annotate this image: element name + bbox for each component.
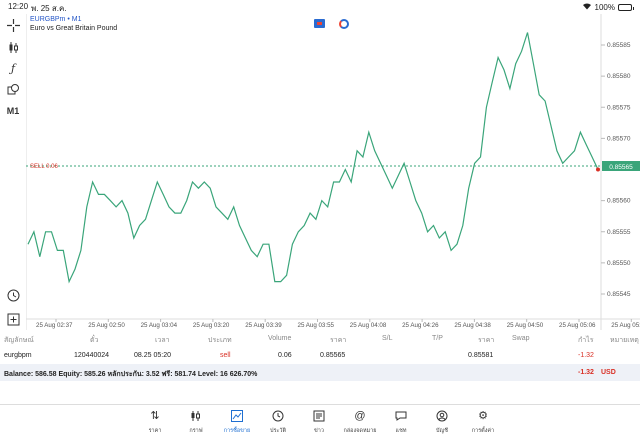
function-icon[interactable]: ƒ — [10, 61, 16, 75]
news-icon — [313, 410, 326, 423]
cell-volume: 0.06 — [278, 352, 292, 359]
time-tick-label: 25 Aug 04:26 — [402, 322, 439, 329]
account-icon — [436, 410, 449, 423]
price-tick-label: 0.85570 — [607, 135, 631, 142]
clock-icon[interactable] — [4, 286, 22, 304]
chart-svg[interactable]: 25 Aug 02:37 25 Aug 02:50 25 Aug 03:04 25 A… — [26, 14, 640, 330]
time-tick-label: 25 Aug 05:06 — [559, 322, 596, 329]
tab-news[interactable]: ข่าว — [299, 408, 339, 435]
chart-symbol[interactable]: EURGBPm • M1 — [30, 16, 82, 23]
settings-icon: ⚙ — [478, 410, 488, 422]
battery-icon — [618, 3, 634, 11]
price-tick-label: 0.85545 — [607, 291, 631, 298]
col-ticket: ตั๋ว — [90, 337, 99, 344]
col-volume: Volume — [268, 335, 292, 342]
price-tick-label: 0.85580 — [607, 73, 631, 80]
col-time: เวลา — [155, 337, 170, 344]
currency-label: USD — [601, 369, 616, 376]
balance-text: Balance: 586.58 Equity: 585.26 หลักประกั… — [4, 371, 258, 378]
time-tick-label: 25 Aug 03:39 — [245, 322, 282, 329]
price-axis: 0.85585 0.85580 0.85575 0.85570 0.85560 0.855… — [601, 42, 631, 298]
time-tick-label: 25 Aug 04:08 — [350, 322, 387, 329]
status-right: 100% — [582, 2, 634, 12]
chart-toolbar: ƒ M1 — [0, 14, 26, 330]
add-icon[interactable] — [4, 310, 22, 328]
col-swap: Swap — [512, 335, 530, 342]
cell-type: sell — [220, 352, 231, 359]
candlestick-icon[interactable] — [4, 38, 22, 56]
bottom-tab-bar: ⇅ ราคา กราฟ การซื้อขาย ประวัติ ข่าว @ กล… — [0, 404, 640, 447]
tab-mailbox[interactable]: @ กล่องจดหมาย — [343, 410, 377, 434]
time-tick-label: 25 Aug 03:20 — [193, 322, 230, 329]
price-tick-label: 0.85575 — [607, 104, 631, 111]
col-price: ราคา — [330, 337, 347, 344]
timeframe-label[interactable]: M1 — [6, 106, 20, 116]
chart-icon — [190, 410, 203, 423]
time-axis: 25 Aug 02:37 25 Aug 02:50 25 Aug 03:04 25 A… — [36, 319, 640, 329]
tab-chart[interactable]: กราฟ — [176, 408, 216, 435]
tab-quotes[interactable]: ⇅ ราคา — [148, 410, 162, 434]
mailbox-icon: @ — [354, 410, 366, 422]
objects-icon[interactable] — [4, 80, 22, 98]
time-tick-label: 25 Aug 02:50 — [88, 322, 125, 329]
tab-history[interactable]: ประวัติ — [258, 408, 298, 435]
status-bar: 12:20 พ. 25 ส.ค. 100% — [0, 0, 640, 14]
cell-price: 0.85565 — [320, 352, 346, 359]
chat-icon — [395, 410, 408, 423]
current-price-label: 0.85565 — [609, 164, 633, 171]
price-tick-label: 0.85560 — [607, 198, 631, 205]
sell-order-label: SELL 0.06 — [30, 164, 58, 170]
time-tick-label: 25 Aug 04:38 — [454, 322, 491, 329]
time-tick-label: 25 Aug 05:2 — [611, 322, 640, 329]
quotes-icon: ⇅ — [150, 410, 160, 422]
cell-ticket: 120440024 — [74, 352, 110, 359]
col-tp: T/P — [432, 335, 443, 342]
last-price-dot — [596, 167, 600, 172]
crosshair-icon[interactable] — [4, 16, 22, 34]
chart-overlay-icons — [314, 19, 349, 29]
time-tick-label: 25 Aug 02:37 — [36, 322, 73, 329]
cell-time: 08.25 05:20 — [134, 352, 171, 359]
balance-bar: Balance: 586.58 Equity: 585.26 หลักประกั… — [0, 364, 640, 381]
price-tick-label: 0.85550 — [607, 260, 631, 267]
time-tick-label: 25 Aug 03:55 — [298, 322, 335, 329]
status-date: พ. 25 ส.ค. — [31, 4, 67, 13]
history-icon — [272, 410, 285, 423]
table-header-row: สัญลักษณ์ ตั๋ว เวลา ประเภท Volume ราคา S… — [0, 332, 640, 346]
col-type: ประเภท — [208, 337, 232, 344]
chart-header: EURGBPm • M1 Euro vs Great Britain Pound — [30, 15, 117, 33]
status-time: 12:20 — [8, 2, 29, 11]
price-tick-label: 0.85555 — [607, 229, 631, 236]
price-tick-label: 0.85585 — [607, 42, 631, 49]
col-comment: หมายเหตุ — [610, 337, 639, 344]
tab-chat[interactable]: แชท — [381, 408, 421, 435]
price-chart[interactable]: 25 Aug 02:37 25 Aug 02:50 25 Aug 03:04 25 A… — [26, 14, 640, 330]
current-price-tag — [602, 161, 640, 171]
col-current-price: ราคา — [478, 337, 495, 344]
signal-icon[interactable] — [339, 19, 349, 29]
time-tick-label: 25 Aug 04:50 — [507, 322, 544, 329]
tab-account[interactable]: บัญชี — [422, 408, 462, 435]
one-click-trading-icon[interactable] — [314, 19, 325, 28]
cell-current-price: 0.85581 — [468, 352, 494, 359]
col-sl: S/L — [382, 335, 393, 342]
price-line — [27, 32, 599, 284]
col-profit: กำไร — [578, 337, 594, 344]
battery-percent: 100% — [594, 2, 615, 12]
time-tick-label: 25 Aug 03:04 — [141, 322, 178, 329]
trade-icon — [231, 410, 244, 423]
tab-trade[interactable]: การซื้อขาย — [217, 408, 257, 435]
chart-description: Euro vs Great Britain Pound — [30, 25, 118, 32]
total-profit: -1.32 — [578, 369, 594, 376]
tab-settings[interactable]: ⚙ การตั้งค่า — [471, 410, 495, 434]
col-symbol: สัญลักษณ์ — [4, 337, 34, 344]
wifi-icon — [582, 2, 592, 12]
table-row[interactable]: eurgbpm 120440024 08.25 05:20 sell 0.06 … — [0, 349, 640, 363]
cell-symbol: eurgbpm — [4, 352, 32, 359]
cell-profit: -1.32 — [578, 352, 594, 359]
